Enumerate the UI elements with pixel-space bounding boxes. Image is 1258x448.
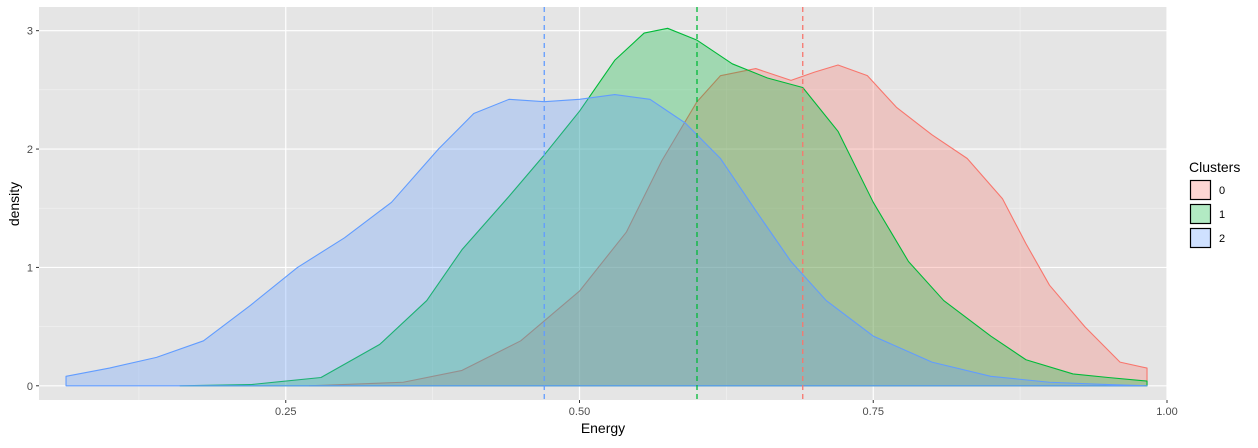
legend-label-cluster-0: 0	[1219, 185, 1225, 197]
x-tick-label: 0.25	[275, 406, 296, 418]
y-axis-title: density	[6, 182, 22, 226]
density-area-cluster-2	[65, 94, 1148, 387]
x-tick-label: 1.00	[1156, 406, 1177, 418]
series-layer	[65, 27, 1148, 387]
density-area-cluster-0	[308, 64, 1148, 387]
legend: Clusters 0 1 2	[1189, 159, 1240, 249]
legend-key-bg	[1190, 180, 1211, 200]
legend-key-bg	[1190, 204, 1211, 224]
legend-key-cluster-0	[1189, 179, 1212, 201]
y-tick-label: 1	[27, 262, 33, 274]
legend-key-cluster-1	[1189, 203, 1212, 225]
legend-key-cluster-2	[1189, 227, 1212, 249]
legend-title: Clusters	[1189, 159, 1240, 175]
axis-layer: 0.25 0.50 0.75 1.00 0 1 2 3	[27, 26, 1178, 418]
y-tick-label: 2	[27, 144, 33, 156]
x-tick-label: 0.50	[569, 406, 590, 418]
legend-label-cluster-1: 1	[1219, 209, 1225, 221]
x-axis-title: Energy	[581, 420, 625, 436]
mean-lines-layer	[543, 7, 804, 400]
x-tick-label: 0.75	[863, 406, 884, 418]
panel-background	[39, 7, 1167, 400]
legend-label-cluster-2: 2	[1219, 233, 1225, 245]
legend-key-bg	[1190, 228, 1211, 248]
y-tick-label: 0	[27, 381, 33, 393]
density-area-cluster-1	[179, 27, 1148, 387]
y-tick-label: 3	[27, 26, 33, 38]
